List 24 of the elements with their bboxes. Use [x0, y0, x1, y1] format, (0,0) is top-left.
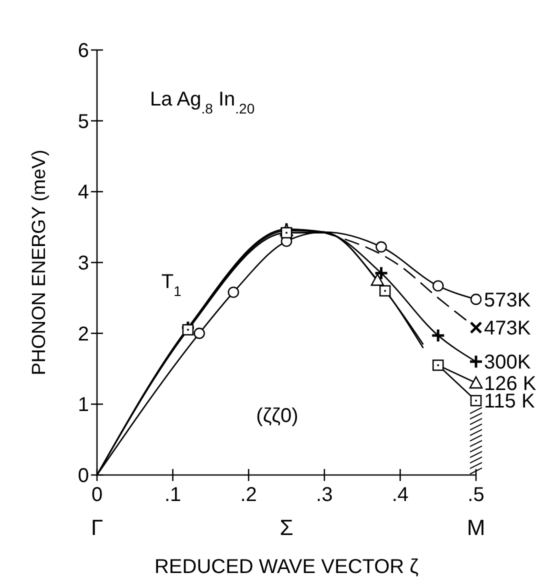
text: M — [466, 515, 486, 540]
y-tick-label: 2 — [78, 323, 89, 346]
y-tick-label: 3 — [78, 252, 89, 274]
x-tick-label: .5 — [468, 484, 484, 506]
y-tick-label: 6 — [78, 40, 89, 62]
y-axis-title: PHONON ENERGY (meV) — [29, 150, 50, 376]
text: Σ — [280, 515, 294, 540]
x-tick-label: .4 — [392, 484, 409, 506]
y-tick-label: 1 — [78, 394, 89, 416]
x-tick-label: 0 — [91, 484, 103, 506]
annotation: T$_{1}$ — [161, 271, 182, 299]
y-tick-label: 0 — [78, 465, 89, 487]
annotation: (ζζ0) — [256, 404, 298, 427]
x-tick-label: .2 — [240, 484, 257, 506]
series-label: 573K — [484, 289, 532, 312]
x-tick-label: .1 — [164, 484, 182, 506]
y-tick-label: 5 — [78, 110, 89, 133]
x-axis-title: REDUCED WAVE VECTOR ζ — [154, 556, 419, 578]
series-label: 300K — [484, 352, 532, 374]
annotation: La Ag$_{.8}$ In$_{.20}$ — [150, 88, 255, 116]
text: Γ — [90, 515, 104, 540]
y-tick-label: 4 — [78, 182, 89, 204]
x-tick-label: .3 — [316, 484, 333, 506]
series-label: 473K — [484, 318, 532, 340]
